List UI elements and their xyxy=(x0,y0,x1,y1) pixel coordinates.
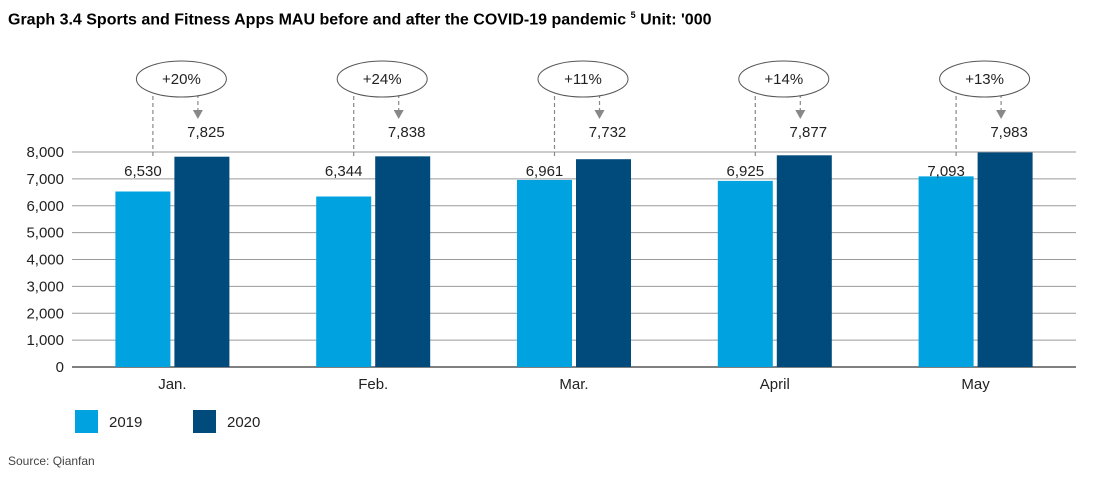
bar-2020 xyxy=(576,159,631,367)
value-label-2020: 7,732 xyxy=(589,124,627,141)
value-label-2019: 6,344 xyxy=(325,163,363,180)
growth-oval xyxy=(738,60,830,98)
x-tick-label: Feb. xyxy=(358,376,388,393)
arrow-down-icon xyxy=(594,110,605,119)
arrow-down-icon xyxy=(192,110,203,119)
legend-swatch xyxy=(75,410,98,433)
bar-2019 xyxy=(717,180,773,367)
y-tick-label: 4,000 xyxy=(26,252,64,269)
value-label-2019: 6,925 xyxy=(727,163,765,180)
growth-annotations: +20% +24% +11% +14% +13% xyxy=(135,60,1031,158)
x-tick-label: Jan. xyxy=(158,376,186,393)
legend-label: 2019 xyxy=(109,414,142,431)
bar-2020 xyxy=(174,156,230,367)
x-tick-label: May xyxy=(961,376,990,393)
growth-label: +11% xyxy=(564,71,602,88)
title-footnote: 5 xyxy=(630,10,636,20)
x-axis-ticks: Jan. Feb. Mar. April May xyxy=(158,376,990,393)
legend-swatch xyxy=(193,410,216,433)
value-label-2019: 7,093 xyxy=(927,163,965,180)
y-tick-label: 3,000 xyxy=(26,278,64,295)
y-tick-label: 2,000 xyxy=(26,305,64,322)
chart-title: Graph 3.4 Sports and Fitness Apps MAU be… xyxy=(8,10,712,29)
value-label-2019: 6,961 xyxy=(526,163,564,180)
growth-oval xyxy=(336,60,428,98)
value-label-2020: 7,838 xyxy=(388,124,426,141)
x-tick-label: April xyxy=(760,376,790,393)
legend: 2019 2020 xyxy=(75,410,260,433)
bar-2020 xyxy=(375,156,431,367)
bar-2019 xyxy=(517,179,572,367)
growth-oval xyxy=(939,60,1031,98)
bar-2019 xyxy=(918,176,974,367)
title-unit: Unit: '000 xyxy=(640,11,712,29)
bars xyxy=(115,152,1033,367)
y-tick-label: 7,000 xyxy=(26,171,64,188)
legend-label: 2020 xyxy=(227,414,260,431)
value-label-2020: 7,825 xyxy=(187,124,225,141)
growth-label: +13% xyxy=(965,71,1004,88)
arrow-down-icon xyxy=(795,110,806,119)
growth-label: +14% xyxy=(764,71,803,88)
growth-label: +20% xyxy=(162,71,201,88)
bar-2019 xyxy=(316,196,372,367)
bar-2019 xyxy=(115,191,171,367)
x-tick-label: Mar. xyxy=(559,376,588,393)
y-tick-label: 6,000 xyxy=(26,198,64,215)
growth-oval xyxy=(135,60,227,98)
y-tick-label: 0 xyxy=(56,359,64,376)
source-note: Source: Qianfan xyxy=(8,454,95,468)
y-tick-label: 8,000 xyxy=(26,144,64,161)
value-label-2019: 6,530 xyxy=(124,163,162,180)
bar-2020 xyxy=(776,155,832,367)
y-tick-label: 1,000 xyxy=(26,332,64,349)
data-labels: 6,530 7,825 6,344 7,838 6,961 7,732 6,925 7,877… xyxy=(124,124,1028,180)
growth-label: +24% xyxy=(363,71,402,88)
y-axis-ticks: 0 1,000 2,000 3,000 4,000 5,000 6,000 7,000 8,00… xyxy=(26,144,64,376)
value-label-2020: 7,877 xyxy=(790,124,828,141)
value-label-2020: 7,983 xyxy=(990,124,1028,141)
gridlines xyxy=(72,151,1076,368)
bar-2020 xyxy=(977,152,1033,367)
arrow-down-icon xyxy=(393,110,404,119)
arrow-down-icon xyxy=(996,110,1007,119)
y-tick-label: 5,000 xyxy=(26,225,64,242)
growth-oval xyxy=(537,60,629,98)
